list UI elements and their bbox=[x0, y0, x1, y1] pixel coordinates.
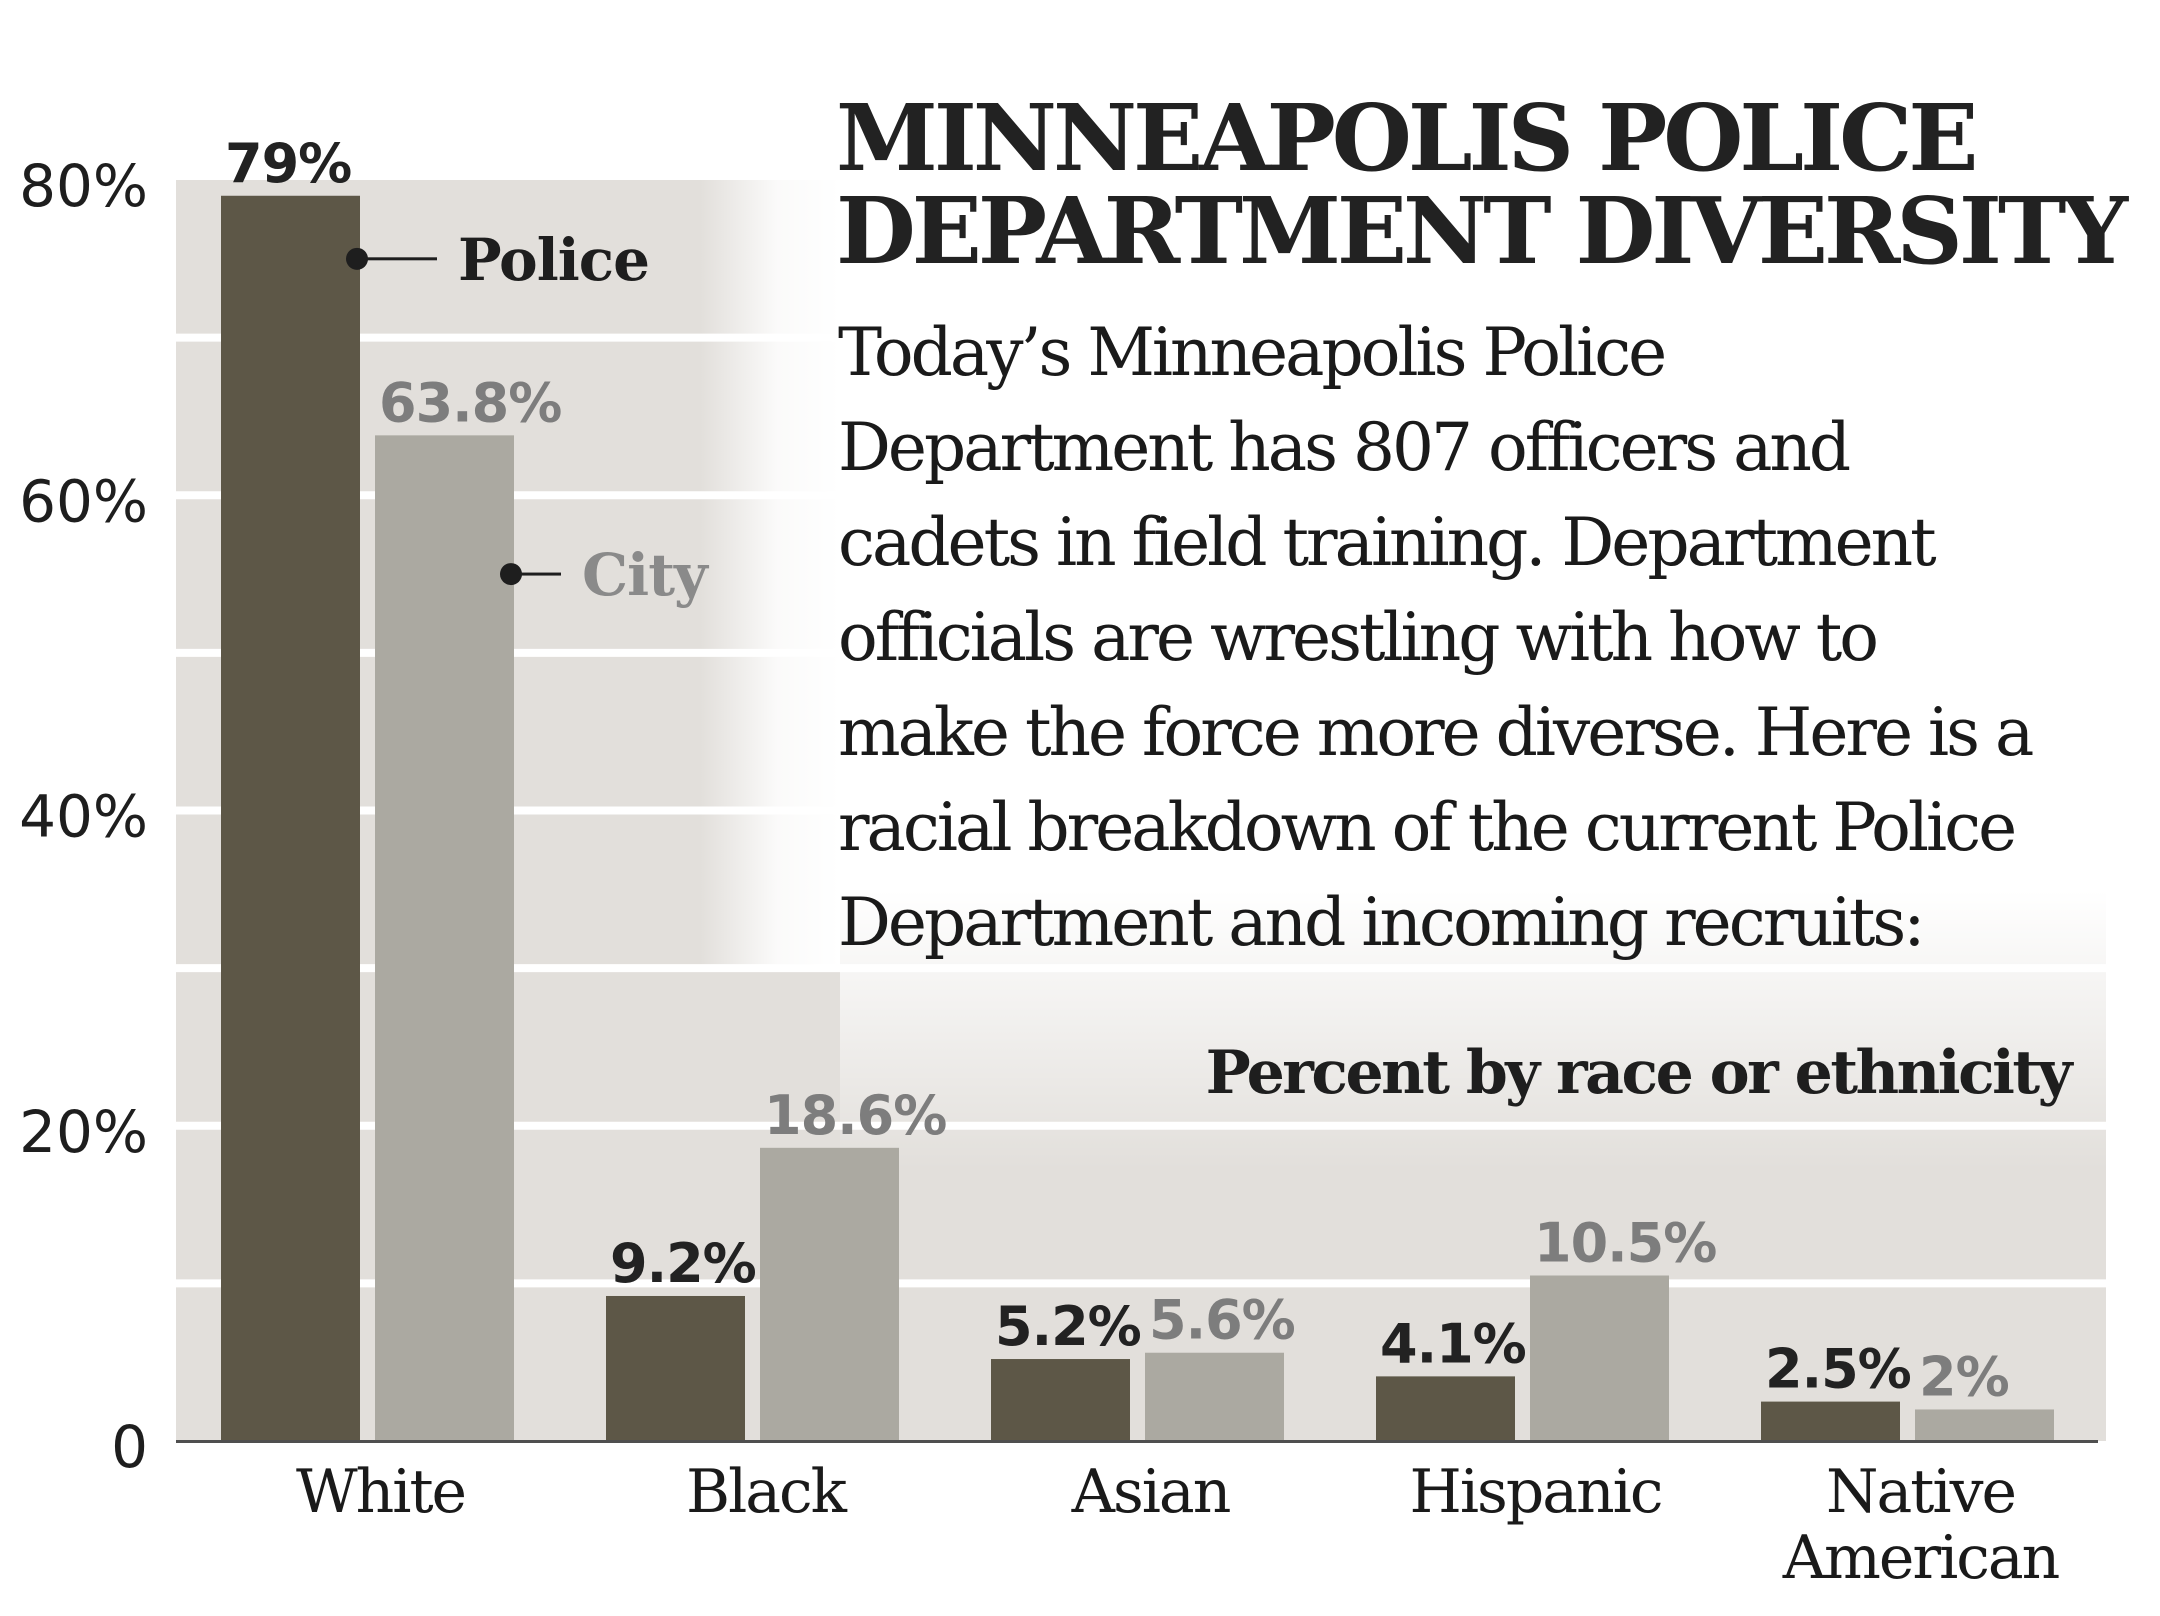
description-line-5: make the force more diverse. Here is a bbox=[838, 694, 2033, 771]
description-line-2: Department has 807 officers and bbox=[838, 409, 1850, 486]
y-tick-label: 60% bbox=[19, 467, 148, 535]
data-label-police: 5.2% bbox=[995, 1295, 1141, 1358]
header: MINNEAPOLIS POLICE DEPARTMENT DIVERSITY … bbox=[836, 84, 2133, 1108]
y-tick-label: 80% bbox=[19, 152, 148, 220]
data-label-police: 2.5% bbox=[1765, 1338, 1911, 1401]
legend-label-police: Police bbox=[458, 226, 649, 294]
y-axis-ticks: 0 20% 40% 60% 80% bbox=[19, 152, 148, 1481]
gridline bbox=[176, 1279, 2106, 1288]
description-line-6: racial breakdown of the current Police bbox=[838, 789, 2014, 866]
bar-city-hispanic bbox=[1530, 1275, 1669, 1441]
y-tick-label: 20% bbox=[19, 1098, 148, 1166]
fade-left-edge bbox=[700, 170, 840, 970]
description-line-1: Today’s Minneapolis Police bbox=[838, 314, 1664, 391]
bar-police-asian bbox=[991, 1359, 1130, 1441]
bar-city-black bbox=[760, 1147, 899, 1441]
legend: Police City bbox=[346, 226, 711, 609]
description-line-3: cadets in field training. Department bbox=[838, 504, 1936, 581]
bar-police-native-american bbox=[1761, 1401, 1900, 1441]
x-axis-label: Hispanic bbox=[1410, 1457, 1662, 1527]
y-tick-label: 0 bbox=[111, 1413, 148, 1481]
text-backdrop-fade bbox=[700, 170, 2120, 1170]
legend-leader-city bbox=[511, 572, 561, 576]
description-line-7: Department and incoming recruits: bbox=[838, 884, 1923, 961]
legend-leader-police bbox=[357, 257, 437, 261]
x-axis-label: White bbox=[296, 1457, 465, 1527]
x-axis-label: Black bbox=[686, 1457, 848, 1527]
data-label-city: 18.6% bbox=[764, 1084, 946, 1147]
bar-city-white bbox=[375, 435, 514, 1441]
chart-title-line-1: MINNEAPOLIS POLICE bbox=[836, 84, 1974, 192]
data-label-police: 4.1% bbox=[1380, 1312, 1526, 1375]
chart-subtitle: Percent by race or ethnicity bbox=[1206, 1038, 2075, 1108]
bar-police-black bbox=[606, 1295, 745, 1441]
x-axis-label: American bbox=[1782, 1523, 2059, 1593]
data-label-city: 10.5% bbox=[1534, 1211, 1716, 1274]
x-axis bbox=[176, 1440, 2098, 1443]
data-label-city: 5.6% bbox=[1149, 1289, 1295, 1352]
bar-city-asian bbox=[1145, 1352, 1284, 1441]
legend-label-city: City bbox=[582, 541, 710, 609]
data-label-police: 9.2% bbox=[610, 1232, 756, 1295]
description-line-4: officials are wrestling with how to bbox=[838, 599, 1876, 676]
bars-layer bbox=[221, 195, 2054, 1442]
data-label-city: 63.8% bbox=[379, 371, 561, 434]
x-axis-line bbox=[176, 1440, 2098, 1443]
x-axis-label: Native bbox=[1826, 1457, 2015, 1527]
data-label-city: 2% bbox=[1919, 1345, 2009, 1408]
fade-body bbox=[840, 170, 2120, 1170]
data-label-police: 79% bbox=[225, 132, 351, 195]
y-tick-label: 40% bbox=[19, 783, 148, 851]
x-axis-label: Asian bbox=[1071, 1457, 1230, 1527]
chart-title-line-2: DEPARTMENT DIVERSITY bbox=[836, 177, 2129, 285]
data-labels: 79% 63.8% 9.2% 18.6% 5.2% 5.6% 4.1%10.5% 2.5% 2% bbox=[225, 132, 2010, 1409]
bar-city-native-american bbox=[1915, 1409, 2054, 1441]
bar-police-white bbox=[221, 195, 360, 1442]
bar-police-hispanic bbox=[1376, 1376, 1515, 1441]
